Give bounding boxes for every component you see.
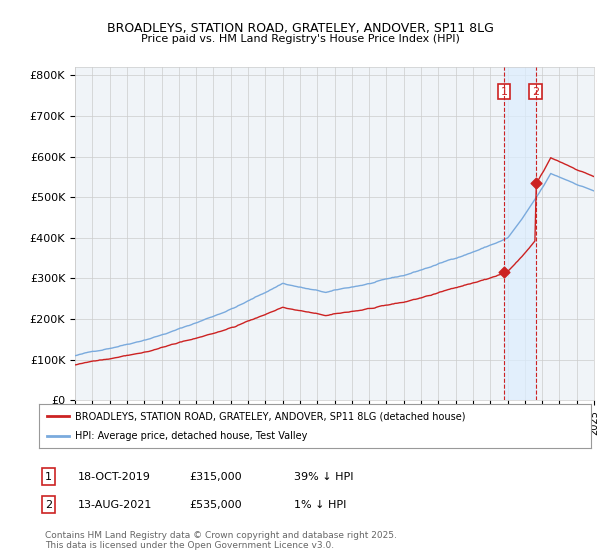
Point <box>499 268 509 277</box>
Bar <box>504 67 536 400</box>
Text: 18-OCT-2019: 18-OCT-2019 <box>78 472 151 482</box>
Text: BROADLEYS, STATION ROAD, GRATELEY, ANDOVER, SP11 8LG (detached house): BROADLEYS, STATION ROAD, GRATELEY, ANDOV… <box>75 411 466 421</box>
Text: 39% ↓ HPI: 39% ↓ HPI <box>294 472 353 482</box>
Text: 2: 2 <box>532 87 539 96</box>
Text: BROADLEYS, STATION ROAD, GRATELEY, ANDOVER, SP11 8LG: BROADLEYS, STATION ROAD, GRATELEY, ANDOV… <box>107 22 493 35</box>
Text: 1% ↓ HPI: 1% ↓ HPI <box>294 500 346 510</box>
Text: £535,000: £535,000 <box>189 500 242 510</box>
Text: 13-AUG-2021: 13-AUG-2021 <box>78 500 152 510</box>
Text: £315,000: £315,000 <box>189 472 242 482</box>
Text: 1: 1 <box>500 87 508 96</box>
Text: Price paid vs. HM Land Registry's House Price Index (HPI): Price paid vs. HM Land Registry's House … <box>140 34 460 44</box>
Text: Contains HM Land Registry data © Crown copyright and database right 2025.
This d: Contains HM Land Registry data © Crown c… <box>45 531 397 550</box>
Text: 1: 1 <box>45 472 52 482</box>
Text: HPI: Average price, detached house, Test Valley: HPI: Average price, detached house, Test… <box>75 431 307 441</box>
Text: 2: 2 <box>45 500 52 510</box>
Point <box>531 179 541 188</box>
